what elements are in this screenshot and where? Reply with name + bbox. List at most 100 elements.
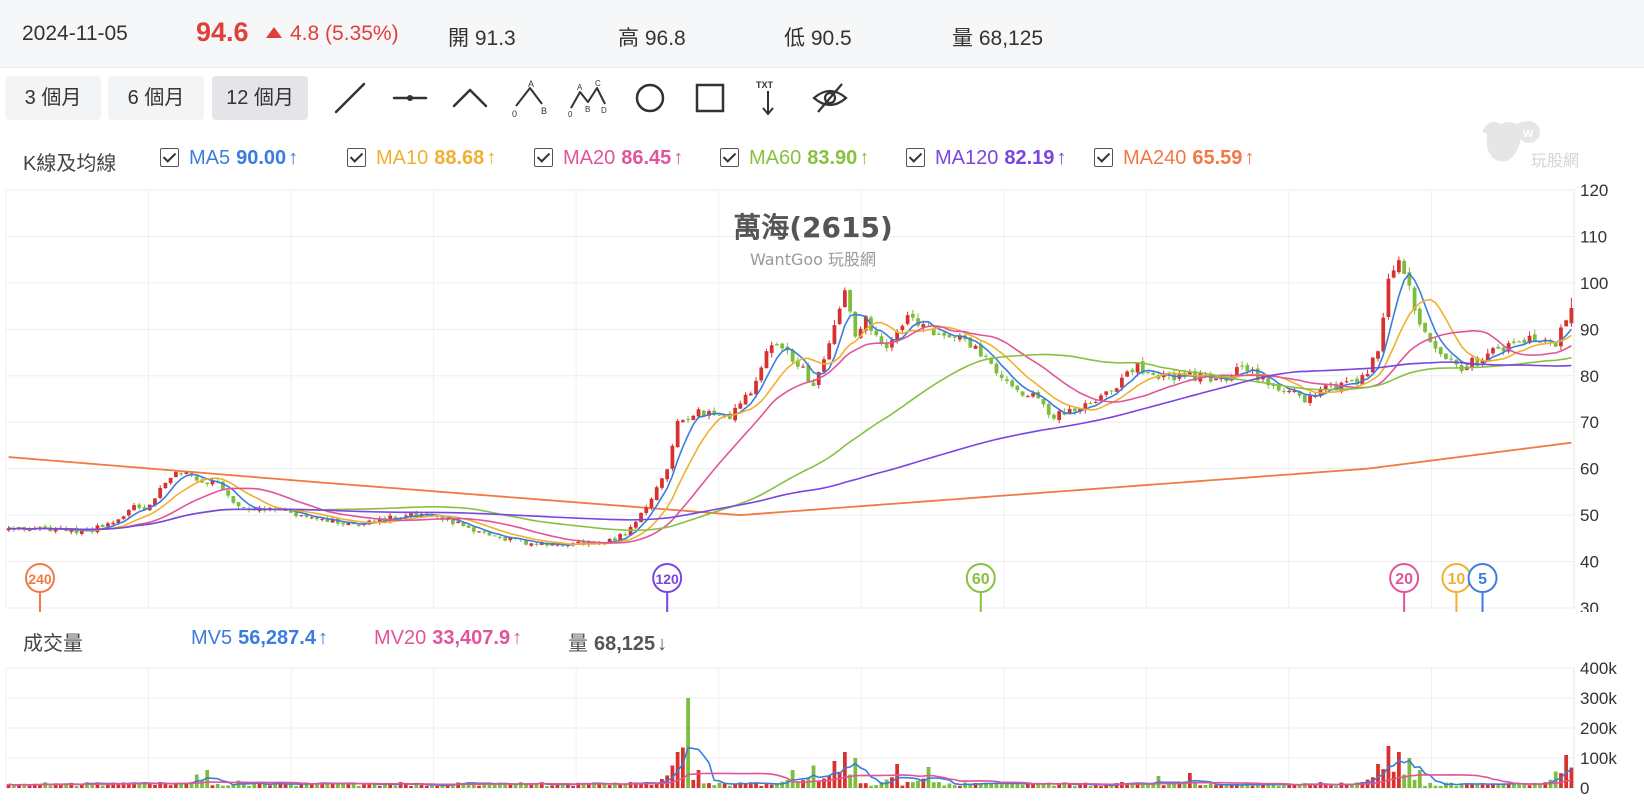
checkbox-icon[interactable] (1094, 148, 1113, 167)
volume-bar (1532, 782, 1537, 788)
candle-body (1208, 374, 1213, 382)
abcd-c-text: C (595, 79, 601, 88)
line-icon[interactable] (330, 78, 370, 118)
ma20-toggle[interactable]: MA20 86.45 ↑ (534, 147, 683, 170)
abcd-pattern-icon[interactable]: A B C D 0 (568, 78, 608, 119)
ma5-toggle[interactable]: MA5 90.00 ↑ (160, 147, 298, 170)
volume-bar (1177, 782, 1182, 788)
volume-bar (1052, 785, 1056, 788)
candle-body (827, 343, 832, 360)
volume-bar (1140, 783, 1145, 788)
period-3m-button[interactable]: 3 個月 (5, 76, 101, 120)
ma240-line (8, 441, 1572, 517)
candle-body (1386, 278, 1391, 318)
up-triangle-icon (266, 27, 282, 38)
candle-body (1381, 317, 1386, 352)
rectangle-icon[interactable] (690, 78, 730, 118)
volume-bar (832, 761, 837, 788)
bull-logo-icon: w 玩股網 (1482, 121, 1579, 170)
volume-bar (1250, 785, 1255, 788)
ma-period-marker[interactable] (965, 563, 996, 593)
mv20-item: MV20 33,407.9 ↑ (374, 627, 522, 650)
volume-bar (545, 785, 549, 788)
candle-body (1470, 357, 1474, 368)
candle-body (775, 343, 779, 346)
volume-bar (362, 783, 366, 788)
volume-bar (1302, 783, 1307, 788)
candle-body (764, 351, 769, 369)
candle-body (534, 543, 539, 545)
period-6m-button[interactable]: 6 個月 (108, 76, 204, 120)
volume-bar (905, 782, 910, 788)
volume-bar (1036, 783, 1041, 788)
volume-bar (728, 785, 732, 788)
checkbox-icon[interactable] (160, 148, 179, 167)
price-chart[interactable]: 萬海(2615) WantGoo 玩股網 30 40 50 60 70 80 90 100 11… (0, 178, 1644, 612)
candle-body (1067, 408, 1072, 414)
volume-bar (221, 785, 225, 788)
volume-bar (58, 785, 63, 788)
volume-bar (639, 782, 643, 788)
svg-text:w: w (1522, 125, 1534, 140)
candle-body (231, 496, 236, 503)
volume-bar (1031, 784, 1035, 788)
quote-high: 高 96.8 (618, 22, 686, 52)
volume-bar (1287, 784, 1292, 788)
volume-bar (1093, 784, 1098, 788)
volume-bar (393, 785, 398, 788)
ma-period-marker-label: 60 (972, 571, 990, 588)
candle-body (1187, 372, 1192, 377)
candle-body (1433, 340, 1438, 349)
volume-bar (142, 782, 147, 788)
ma60-toggle[interactable]: MA60 83.90 ↑ (720, 147, 869, 170)
ma10-toggle[interactable]: MA10 88.68 ↑ (347, 147, 496, 170)
volume-bar (550, 785, 555, 788)
volume-bar (827, 775, 832, 788)
ma120-toggle[interactable]: MA120 82.19 ↑ (906, 147, 1066, 170)
volume-bar (1130, 783, 1135, 788)
candle-body (1046, 404, 1051, 415)
hide-eye-icon[interactable] (810, 78, 850, 118)
volume-bar (1172, 783, 1177, 788)
checkbox-icon[interactable] (534, 148, 553, 167)
candle-body (1496, 346, 1501, 349)
candle-body (477, 531, 481, 533)
circle-icon[interactable] (630, 78, 670, 118)
abc-pattern-icon[interactable]: A B 0 (510, 78, 550, 119)
ma-period-marker[interactable] (24, 563, 55, 593)
ma240-toggle[interactable]: MA240 65.59 ↑ (1094, 147, 1254, 170)
open-label: 開 (448, 27, 469, 50)
volume-bar (895, 764, 900, 788)
volume-bar (179, 782, 183, 788)
period-12m-button[interactable]: 12 個月 (212, 76, 308, 120)
checkbox-icon[interactable] (720, 148, 739, 167)
abcd-d-text: D (601, 106, 607, 115)
volume-label: 量 (952, 27, 973, 50)
volume-bar (424, 785, 429, 788)
ma-period-marker[interactable] (1467, 563, 1498, 593)
ma-period-marker[interactable] (1389, 563, 1420, 593)
checkbox-icon[interactable] (906, 148, 925, 167)
candle-body (1240, 365, 1244, 367)
checkbox-icon[interactable] (347, 148, 366, 167)
candle-body (780, 343, 785, 349)
candle-body (801, 366, 805, 368)
volume-bar (1266, 783, 1271, 788)
ma5-value: 90.00 (236, 147, 287, 169)
candle-body (795, 360, 800, 367)
candle-body (890, 340, 894, 348)
volume-bar (592, 782, 596, 788)
volume-bar (581, 783, 586, 788)
candle-body (409, 513, 413, 516)
volume-bar (508, 784, 513, 788)
ma240-name: MA240 (1123, 147, 1187, 169)
ma240-arrow-icon: ↑ (1244, 147, 1255, 169)
candle-body (748, 393, 753, 396)
text-annotation-icon[interactable]: TXT (748, 78, 788, 118)
ma-period-marker[interactable] (652, 563, 683, 593)
volume-bar (717, 782, 722, 788)
volume-bar (529, 784, 534, 788)
horizontal-line-icon[interactable] (390, 78, 430, 118)
angle-line-icon[interactable] (450, 78, 490, 118)
volume-chart[interactable]: 0 100k 200k 300k 400k (0, 660, 1644, 808)
